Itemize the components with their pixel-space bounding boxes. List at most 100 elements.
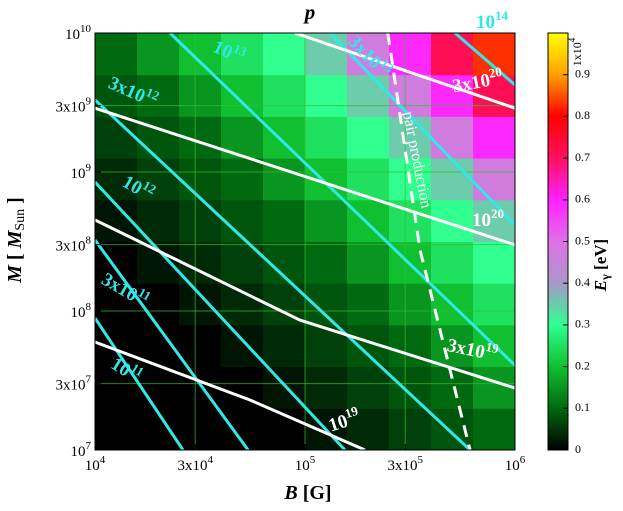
- y-tick-label: 108: [71, 301, 92, 322]
- heat-cell: [263, 199, 306, 242]
- heat-cell: [179, 324, 222, 368]
- contour-label: 3x1020: [450, 64, 505, 98]
- heat-cell: [430, 33, 474, 76]
- heat-cell: [95, 158, 138, 201]
- colorbar-tick-label: 0.8: [575, 108, 590, 122]
- heat-cell: [137, 74, 180, 117]
- heat-cell: [263, 116, 306, 159]
- x-tick-label-exp: 6: [520, 454, 526, 466]
- contour-line: [95, 181, 347, 450]
- y-tick-label-base: 10: [71, 444, 86, 460]
- cbar-unit: [eV]: [591, 239, 610, 274]
- heat-cell: [263, 33, 306, 76]
- cbar-symbol: E: [591, 280, 610, 292]
- x-tick-label-exp: 4: [207, 454, 213, 466]
- colorbar-tick-label: 0.5: [575, 233, 590, 247]
- heat-cell: [472, 408, 515, 450]
- heat-cell: [179, 33, 222, 76]
- contour-label-exp: 20: [488, 64, 503, 81]
- heat-cell: [137, 158, 180, 201]
- heat-cell: [389, 116, 432, 159]
- contour-label: 1019: [325, 403, 364, 437]
- heat-cell: [95, 408, 138, 450]
- heat-cell: [221, 283, 264, 326]
- contour-line: [95, 98, 472, 450]
- heat-cell: [221, 158, 264, 201]
- x-tick-label-exp: 5: [417, 454, 423, 466]
- heat-cell: [346, 366, 390, 409]
- x-label-symbol: B: [283, 482, 297, 504]
- contours: [95, 33, 515, 450]
- heat-cell: [472, 158, 515, 201]
- heat-cell: [346, 74, 390, 117]
- colorbar-scale-exp: 4: [567, 37, 577, 42]
- heat-cell: [346, 116, 390, 159]
- y-label-sub: Sun: [13, 209, 28, 231]
- heat-cell: [95, 116, 138, 159]
- y-tick-label-base: 10: [71, 305, 86, 321]
- cbar-sub: γ: [598, 274, 612, 281]
- y-tick-label-exp: 7: [86, 440, 92, 452]
- heat-cell: [472, 116, 515, 159]
- contour-line: [294, 33, 515, 110]
- x-tick-label-exp: 4: [100, 454, 106, 466]
- heat-cell: [346, 408, 390, 450]
- heat-cell: [95, 33, 138, 76]
- x-tick-label: 3x104: [177, 454, 213, 475]
- heat-cell: [430, 116, 474, 159]
- contour-line: [95, 218, 515, 390]
- contour-line: [95, 106, 515, 247]
- x-tick-label-base: 10: [295, 458, 310, 474]
- heat-cell: [305, 116, 348, 159]
- heat-cell: [221, 324, 264, 368]
- heat-cell: [305, 366, 348, 409]
- heat-cell: [305, 199, 348, 242]
- colorbar-tick-label: 0.6: [575, 192, 590, 206]
- y-label-symbol: M: [4, 264, 26, 284]
- colorbar-tick-label: 0.4: [575, 275, 590, 289]
- contour-label: 1014: [476, 8, 509, 33]
- heat-cell: [137, 366, 180, 409]
- x-label-unit: [G]: [298, 482, 332, 504]
- contour-label-exp: 19: [484, 339, 500, 356]
- x-tick-label: 105: [295, 454, 316, 475]
- contour-label-exp: 20: [491, 206, 504, 221]
- colorbar-tick-label: 0.3: [575, 317, 590, 331]
- colorbar-scale-base: 1x10: [570, 42, 584, 66]
- y-tick-label-exp: 9: [86, 162, 92, 174]
- contour-label-exp: 12: [144, 84, 162, 103]
- y-tick-label: 3x108: [56, 234, 92, 255]
- heat-cell: [221, 33, 264, 76]
- colorbar-tick-label: 0.9: [575, 66, 590, 80]
- y-tick-label-base: 3x10: [56, 378, 86, 394]
- heat-cell: [305, 283, 348, 326]
- x-tick-label-base: 3x10: [387, 458, 417, 474]
- y-label-unit: M: [4, 229, 26, 249]
- x-tick-label: 3x105: [387, 454, 423, 475]
- contour-line: [168, 33, 515, 367]
- contour-line: [328, 33, 515, 226]
- y-tick-label: 3x107: [56, 373, 92, 394]
- heat-cell: [389, 408, 432, 450]
- y-tick-label: 3x109: [56, 95, 92, 116]
- colorbar-tick-label: 0.1: [575, 400, 590, 414]
- contour-label-exp: 19: [343, 403, 360, 421]
- y-tick-label-base: 10: [65, 27, 80, 43]
- heat-cell: [389, 283, 432, 326]
- heat-cell: [263, 324, 306, 368]
- heat-cell: [179, 158, 222, 201]
- y-tick-label-exp: 8: [86, 234, 92, 246]
- heat-cell: [430, 241, 474, 284]
- heat-cell: [137, 33, 180, 76]
- contour-label-exp: 14: [495, 8, 509, 23]
- y-tick-label-exp: 9: [86, 95, 92, 107]
- colorbar-label: Eγ [eV]: [591, 239, 612, 292]
- x-tick-label-base: 10: [505, 458, 520, 474]
- contour-label-exp: 13: [231, 41, 249, 60]
- x-tick-label-exp: 5: [310, 454, 316, 466]
- heat-cell: [430, 408, 474, 450]
- contour-line: [453, 33, 515, 87]
- colorbar-tick-label: 0.2: [575, 358, 590, 372]
- heat-cell: [137, 283, 180, 326]
